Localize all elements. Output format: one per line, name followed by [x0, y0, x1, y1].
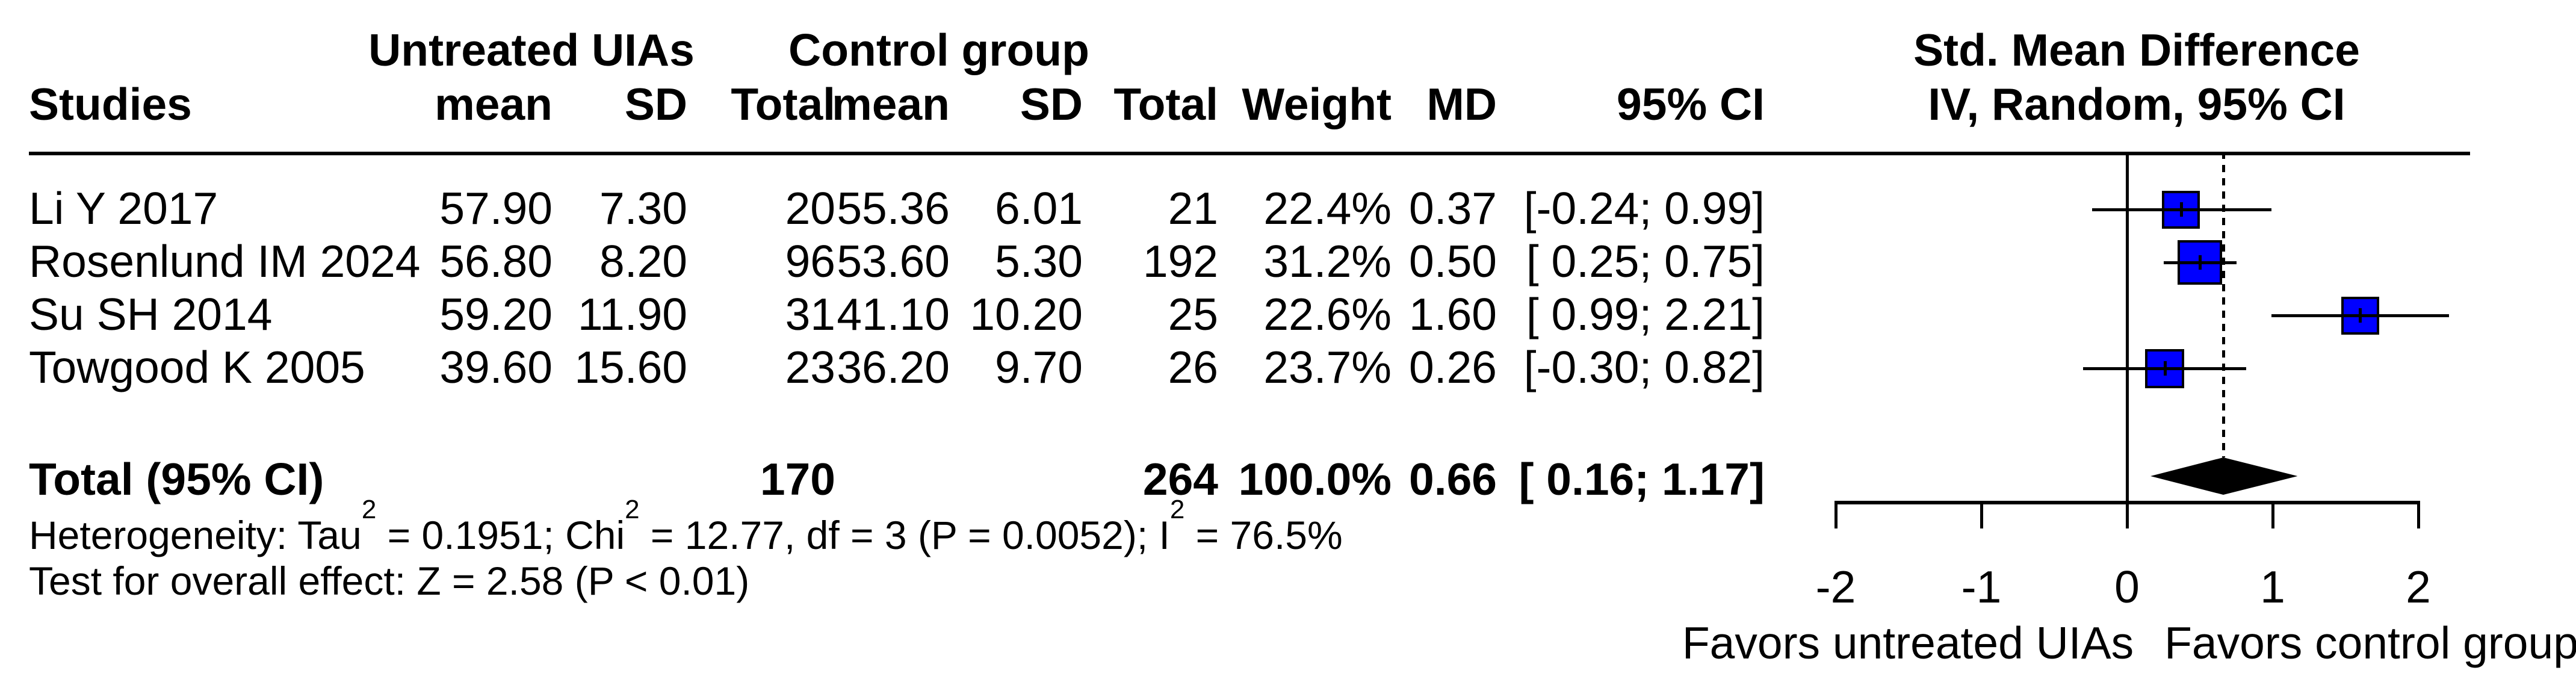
cell-weight: 22.4% — [1263, 183, 1392, 234]
point-estimate-tick — [2359, 308, 2362, 323]
smd-subtitle: IV, Random, 95% CI — [1928, 79, 2345, 129]
cell-t_sd: 11.90 — [577, 289, 687, 339]
axis-tick — [2417, 501, 2420, 528]
study-label: Li Y 2017 — [29, 183, 218, 234]
total-label: Total (95% CI) — [29, 454, 324, 504]
column-header-sd-control: SD — [1020, 79, 1083, 129]
cell-t_mean: 56.80 — [439, 236, 553, 287]
cell-weight: 31.2% — [1263, 236, 1392, 287]
column-header-total-untreated: Total — [731, 79, 835, 129]
cell-md_text: 0.50 — [1409, 236, 1497, 287]
cell-md_text: 1.60 — [1409, 289, 1497, 339]
column-header-weight: Weight — [1242, 79, 1392, 129]
pooled-estimate-dashed-line — [2222, 152, 2225, 457]
cell-t_n: 20 — [785, 183, 835, 234]
point-estimate-tick — [2163, 361, 2167, 376]
cell-c_sd: 6.01 — [995, 183, 1083, 234]
superscript: 2 — [361, 495, 377, 524]
cell-c_n: 192 — [1142, 236, 1218, 287]
axis-tick-label: -2 — [1815, 562, 1856, 612]
cell-c_mean: 36.20 — [837, 342, 950, 392]
column-header-ci: 95% CI — [1617, 79, 1765, 129]
axis-tick-label: 1 — [2260, 562, 2285, 612]
cell-t_mean: 57.90 — [439, 183, 553, 234]
cell-ci_text: [-0.24; 0.99] — [1523, 183, 1765, 234]
cell-weight: 22.6% — [1263, 289, 1392, 339]
cell-c_mean: 41.10 — [837, 289, 950, 339]
column-header-md: MD — [1426, 79, 1497, 129]
cell-c_mean: 53.60 — [837, 236, 950, 287]
cell-weight: 23.7% — [1263, 342, 1392, 392]
superscript: 2 — [1169, 495, 1185, 524]
total-n-control: 264 — [1142, 454, 1218, 504]
group-header-control: Control group — [788, 25, 1089, 75]
cell-t_sd: 8.20 — [599, 236, 687, 287]
null-effect-line — [2126, 152, 2129, 504]
overall-effect-test: Test for overall effect: Z = 2.58 (P < 0… — [29, 559, 750, 603]
cell-t_n: 31 — [785, 289, 835, 339]
cell-c_n: 21 — [1168, 183, 1218, 234]
total-n-untreated: 170 — [760, 454, 835, 504]
axis-tick — [1980, 501, 1983, 528]
column-header-mean-control: mean — [832, 79, 950, 129]
cell-md_text: 0.26 — [1409, 342, 1497, 392]
axis-tick — [1834, 501, 1838, 528]
total-weight: 100.0% — [1238, 454, 1392, 504]
axis-tick-label: 2 — [2406, 562, 2431, 612]
cell-ci_text: [ 0.99; 2.21] — [1526, 289, 1765, 339]
cell-ci_text: [ 0.25; 0.75] — [1526, 236, 1765, 287]
cell-c_sd: 9.70 — [995, 342, 1083, 392]
cell-t_n: 23 — [785, 342, 835, 392]
axis-tick — [2271, 501, 2274, 528]
cell-c_n: 25 — [1168, 289, 1218, 339]
cell-t_sd: 15.60 — [574, 342, 687, 392]
header-rule — [29, 152, 2470, 155]
point-estimate-tick — [2179, 202, 2183, 217]
group-header-untreated: Untreated UIAs — [368, 25, 695, 75]
cell-c_sd: 5.30 — [995, 236, 1083, 287]
axis-tick — [2126, 501, 2129, 528]
total-md: 0.66 — [1409, 454, 1497, 504]
heterogeneity-stats: Heterogeneity: Tau2 = 0.1951; Chi2 = 12.… — [29, 495, 1343, 557]
cell-t_mean: 59.20 — [439, 289, 553, 339]
cell-md_text: 0.37 — [1409, 183, 1497, 234]
favors-right-label: Favors control group — [2164, 618, 2576, 668]
superscript: 2 — [625, 495, 640, 524]
cell-ci_text: [-0.30; 0.82] — [1523, 342, 1765, 392]
column-header-studies: Studies — [29, 79, 192, 129]
study-label: Su SH 2014 — [29, 289, 273, 339]
cell-t_sd: 7.30 — [599, 183, 687, 234]
cell-c_mean: 55.36 — [837, 183, 950, 234]
study-label: Rosenlund IM 2024 — [29, 236, 421, 287]
cell-t_mean: 39.60 — [439, 342, 553, 392]
cell-c_n: 26 — [1168, 342, 1218, 392]
column-header-mean-untreated: mean — [435, 79, 553, 129]
study-label: Towgood K 2005 — [29, 342, 365, 392]
column-header-total-control: Total — [1113, 79, 1218, 129]
smd-title: Std. Mean Difference — [1913, 25, 2360, 75]
total-ci: [ 0.16; 1.17] — [1519, 454, 1765, 504]
point-estimate-tick — [2199, 255, 2202, 270]
axis-tick-label: 0 — [2114, 562, 2140, 612]
pooled-diamond — [2150, 457, 2298, 495]
favors-left-label: Favors untreated UIAs — [1682, 618, 2134, 668]
axis-tick-label: -1 — [1961, 562, 2002, 612]
cell-c_sd: 10.20 — [970, 289, 1083, 339]
cell-t_n: 96 — [785, 236, 835, 287]
column-header-sd-untreated: SD — [624, 79, 687, 129]
